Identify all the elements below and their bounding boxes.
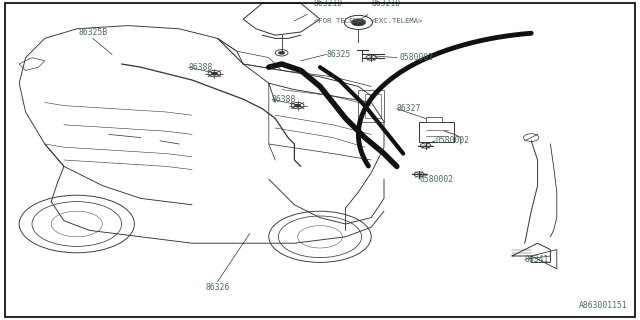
Circle shape (275, 50, 288, 56)
Bar (358, 90, 384, 122)
Circle shape (414, 172, 424, 177)
Text: A863001151: A863001151 (579, 301, 627, 310)
Circle shape (420, 143, 431, 148)
Text: 86388: 86388 (189, 63, 213, 72)
Bar (419, 122, 454, 142)
Text: 0580002: 0580002 (435, 136, 469, 145)
Text: 0580002: 0580002 (400, 53, 434, 62)
Circle shape (294, 104, 301, 107)
Circle shape (291, 102, 304, 109)
Text: 0580002: 0580002 (419, 175, 453, 184)
Text: 86325: 86325 (326, 50, 351, 59)
Text: 86327: 86327 (397, 104, 421, 113)
Circle shape (208, 70, 221, 77)
Bar (365, 94, 381, 118)
Circle shape (366, 55, 376, 60)
Text: 86321D: 86321D (371, 0, 401, 8)
Text: 86325B: 86325B (78, 28, 108, 37)
Text: 86388: 86388 (272, 95, 296, 104)
Text: <FOR TELEMA>: <FOR TELEMA> (314, 18, 366, 24)
Text: 86321D: 86321D (314, 0, 343, 8)
Text: 86341: 86341 (525, 255, 549, 264)
Circle shape (351, 19, 365, 26)
Text: 86326: 86326 (205, 283, 230, 292)
Circle shape (278, 51, 285, 54)
Bar (426, 117, 442, 122)
Circle shape (211, 72, 218, 75)
Text: <EXC.TELEMA>: <EXC.TELEMA> (371, 18, 424, 24)
